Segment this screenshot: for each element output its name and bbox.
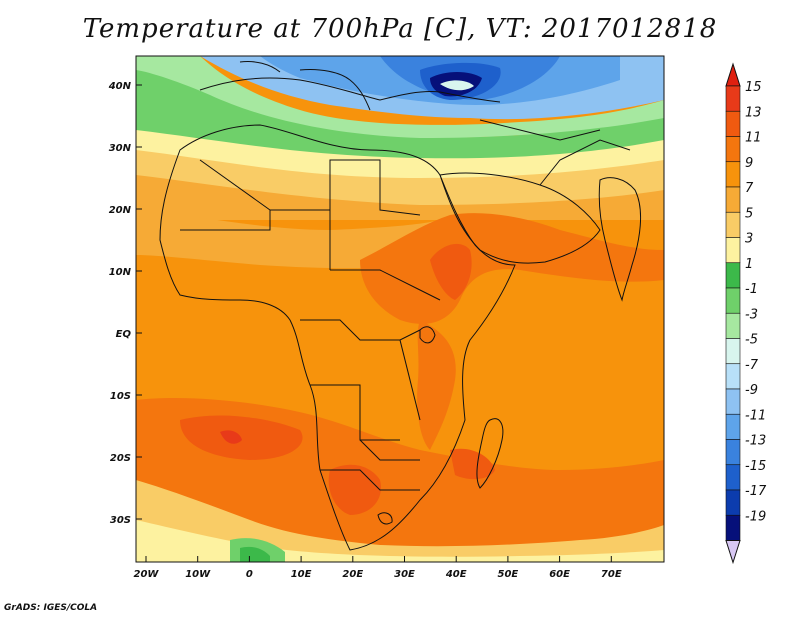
- lat-label: 40N: [108, 81, 132, 92]
- colorbar-swatch: [725, 363, 741, 390]
- longitude-labels: 20W 10W 0 10E 20E 30E 40E 50E 60E 70E: [134, 556, 622, 580]
- colorbar-label: -3: [745, 307, 758, 322]
- colorbar-label: -17: [745, 484, 767, 499]
- colorbar-swatch: [725, 211, 741, 238]
- colorbar-swatch: [725, 186, 741, 213]
- colorbar-swatch: [725, 464, 741, 491]
- colorbar-swatch: [725, 262, 741, 289]
- lon-label: 60E: [549, 569, 570, 580]
- colorbar-swatch: [725, 237, 741, 264]
- colorbar-swatch: [725, 489, 741, 516]
- lat-label: 20S: [110, 453, 131, 464]
- temperature-field: [136, 56, 664, 562]
- colorbar-swatch: [725, 514, 741, 541]
- colorbar-swatch: [725, 85, 741, 112]
- lat-label: 30S: [110, 515, 131, 526]
- lon-label: 20E: [342, 569, 363, 580]
- colorbar-swatch: [725, 161, 741, 188]
- colorbar-under-arrow: [725, 540, 741, 565]
- lat-label: 20N: [109, 205, 132, 216]
- lon-label: 30E: [394, 569, 415, 580]
- lon-label: 50E: [498, 569, 519, 580]
- colorbar-label: 5: [745, 206, 753, 221]
- map-title: Temperature at 700hPa [C], VT: 201701281…: [82, 14, 718, 44]
- colorbar-label: -7: [745, 358, 759, 373]
- lat-label: EQ: [116, 329, 132, 340]
- colorbar-label: 9: [745, 156, 753, 171]
- latitude-labels: 40N 30N 20N 10N EQ 10S 20S 30S: [108, 81, 142, 526]
- colorbar-label: 3: [745, 232, 753, 247]
- lon-label: 70E: [601, 569, 622, 580]
- colorbar-label: -1: [745, 282, 758, 297]
- colorbar-swatch: [725, 338, 741, 365]
- colorbar-label: -5: [745, 333, 758, 348]
- colorbar: 15 13 11 9 7 5 3 1 -1 -3 -5 -7 -9 -11 -13 -15 -17 -19: [725, 62, 767, 565]
- colorbar-swatch: [725, 312, 741, 339]
- colorbar-label: 11: [745, 131, 762, 146]
- plot-frame: [135, 55, 665, 563]
- lon-label: 40E: [445, 569, 467, 580]
- lon-label: 10E: [291, 569, 312, 580]
- lat-label: 10S: [110, 391, 131, 402]
- lat-label: 10N: [109, 267, 132, 278]
- lon-label: 10W: [185, 569, 211, 580]
- colorbar-swatch: [725, 287, 741, 314]
- colorbar-over-arrow: [725, 62, 741, 87]
- lat-label: 30N: [109, 143, 132, 154]
- colorbar-label: -13: [745, 434, 766, 449]
- colorbar-swatch: [725, 439, 741, 466]
- credit-text: GrADS: IGES/COLA: [4, 603, 98, 613]
- colorbar-label: 15: [745, 80, 762, 95]
- colorbar-swatch: [725, 110, 741, 137]
- lon-label: 20W: [134, 569, 160, 580]
- lon-label: 0: [246, 569, 253, 580]
- colorbar-label: 1: [745, 257, 753, 272]
- colorbar-label: 7: [745, 181, 754, 196]
- colorbar-label: 13: [745, 105, 762, 120]
- colorbar-label: -9: [745, 383, 758, 398]
- colorbar-label: -15: [745, 459, 766, 474]
- coastline-borders: [159, 61, 641, 551]
- colorbar-swatch: [725, 388, 741, 415]
- colorbar-swatch: [725, 413, 741, 440]
- colorbar-swatch: [725, 136, 741, 163]
- colorbar-label: -11: [745, 408, 766, 423]
- colorbar-label: -19: [745, 509, 766, 524]
